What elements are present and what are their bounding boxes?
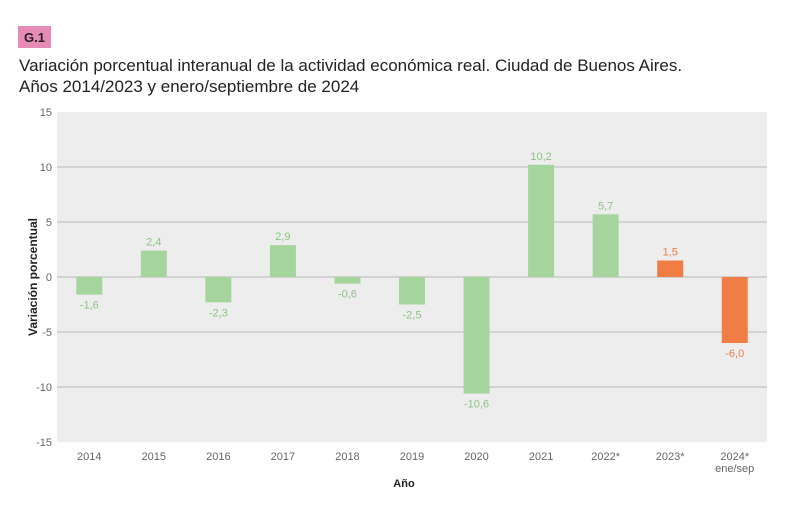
bar-2020 — [463, 277, 490, 394]
x-tick-label: 2018 — [335, 451, 359, 463]
x-axis-label: Año — [393, 478, 415, 490]
x-tick-label: 2015 — [142, 451, 166, 463]
x-tick-sublabel: ene/sep — [715, 463, 754, 475]
x-tick-label: 2016 — [206, 451, 230, 463]
x-tick-label: 2014 — [77, 451, 101, 463]
data-label: -0,6 — [338, 289, 357, 301]
bar-2024* — [721, 277, 748, 343]
data-label: 5,7 — [598, 200, 613, 212]
bar-2014 — [76, 277, 103, 295]
bar-2015 — [140, 250, 167, 277]
y-tick-label: 0 — [46, 272, 52, 284]
bar-2017 — [269, 245, 296, 277]
y-tick-label: -5 — [42, 327, 52, 339]
bar-2016 — [205, 277, 232, 303]
data-label: 1,5 — [663, 247, 678, 259]
x-tick-label: 2023* — [656, 451, 685, 463]
data-label: 10,2 — [530, 151, 551, 163]
bar-2022* — [592, 214, 619, 277]
bar-2019 — [399, 277, 425, 305]
chart-title-line-1: Variación porcentual interanual de la ac… — [19, 56, 683, 75]
x-tick-label: 2024* — [720, 451, 749, 463]
data-label: 2,4 — [146, 237, 161, 249]
data-label: 2,9 — [275, 231, 290, 243]
chart-number-badge: G.1 — [18, 26, 51, 48]
bar-2021 — [528, 164, 555, 277]
x-tick-label: 2017 — [271, 451, 295, 463]
bar-2018 — [334, 277, 361, 284]
y-tick-label: 15 — [40, 107, 52, 119]
x-tick-label: 2022* — [591, 451, 620, 463]
y-tick-label: -10 — [36, 382, 52, 394]
data-label: -6,0 — [725, 348, 744, 360]
data-label: -2,3 — [209, 307, 228, 319]
chart-title-line-2: Años 2014/2023 y enero/septiembre de 202… — [19, 77, 360, 96]
x-tick-label: 2019 — [400, 451, 424, 463]
x-tick-label: 2020 — [464, 451, 488, 463]
data-label: -2,5 — [403, 310, 422, 322]
bar-2023* — [657, 260, 684, 277]
y-axis-label: Variación porcentual — [26, 218, 40, 336]
y-tick-label: 10 — [40, 162, 52, 174]
data-label: -1,6 — [80, 300, 99, 312]
y-tick-label: 5 — [46, 217, 52, 229]
x-tick-label: 2021 — [529, 451, 553, 463]
y-tick-label: -15 — [36, 437, 52, 449]
chart-title: Variación porcentual interanual de la ac… — [19, 55, 779, 97]
data-label: -10,6 — [464, 399, 489, 411]
